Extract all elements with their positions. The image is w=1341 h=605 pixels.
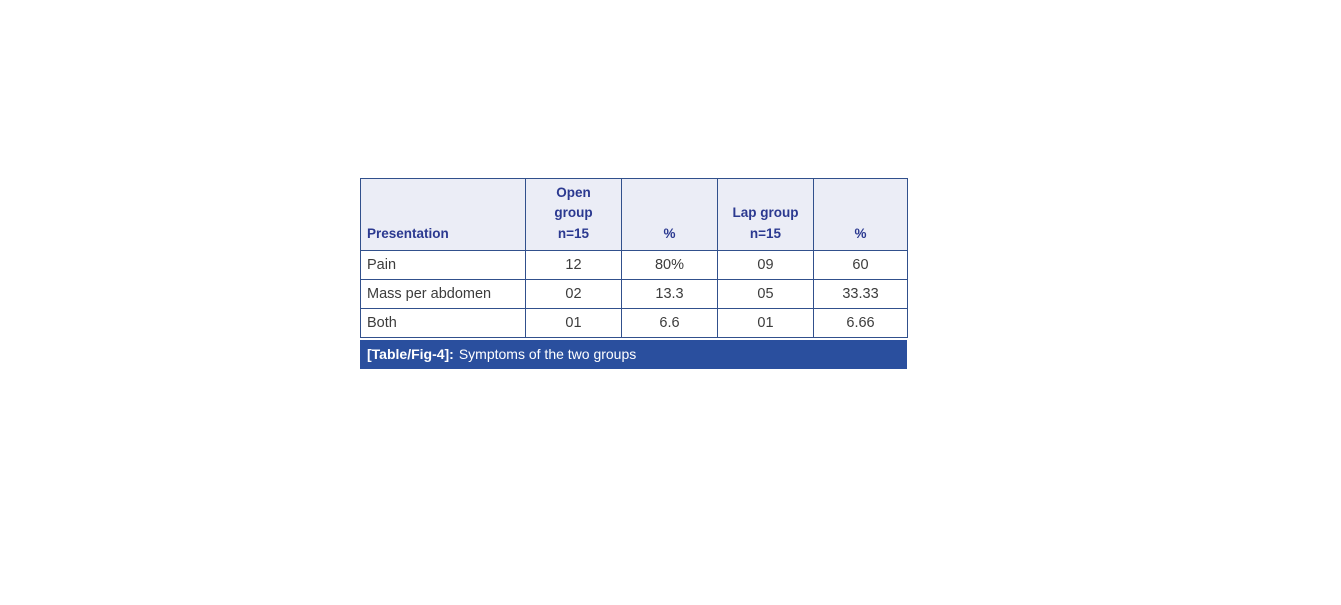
data-cell: 05 [717,278,814,309]
header-cell-open-group-n-15: Open group n=15 [525,178,622,251]
header-cell-lap-group-n-15: Lap group n=15 [717,178,814,251]
table-row: Both 01 6.6 01 6.66 [360,307,908,338]
table-caption-text: Symptoms of the two groups [458,345,637,362]
row-label-cell: Mass per abdomen [360,278,526,309]
data-cell: 02 [525,278,622,309]
data-cell: 01 [717,307,814,338]
data-cell: 01 [525,307,622,338]
header-cell-presentation: Presentation [360,178,526,251]
data-cell: 60 [813,249,908,280]
row-label-cell: Both [360,307,526,338]
data-cell: 09 [717,249,814,280]
data-cell: 6.6 [621,307,718,338]
data-cell: 6.66 [813,307,908,338]
symptoms-table-figure: Presentation Open group n=15% Lap group n=15%… [360,178,908,369]
table-row: Pain 12 80% 09 60 [360,249,908,280]
data-cell: 33.33 [813,278,908,309]
header-cell-: % [621,178,718,251]
table-row: Mass per abdomen 02 13.3 05 33.33 [360,278,908,309]
table-header: Presentation Open group n=15% Lap group n=15% [360,178,908,251]
data-cell: 80% [621,249,718,280]
header-cell-: % [813,178,908,251]
table-caption-bar: [Table/Fig-4]: Symptoms of the two groups [360,339,907,369]
symptoms-table: Presentation Open group n=15% Lap group n=15%… [360,178,908,338]
row-label-cell: Pain [360,249,526,280]
data-cell: 13.3 [621,278,718,309]
table-body: Pain 12 80% 09 60 Mass per abdomen 02 13.3 05 33.… [360,249,908,338]
table-caption-label: [Table/Fig-4]: [367,345,454,362]
table-header-row: Presentation Open group n=15% Lap group n=15% [360,178,908,251]
data-cell: 12 [525,249,622,280]
